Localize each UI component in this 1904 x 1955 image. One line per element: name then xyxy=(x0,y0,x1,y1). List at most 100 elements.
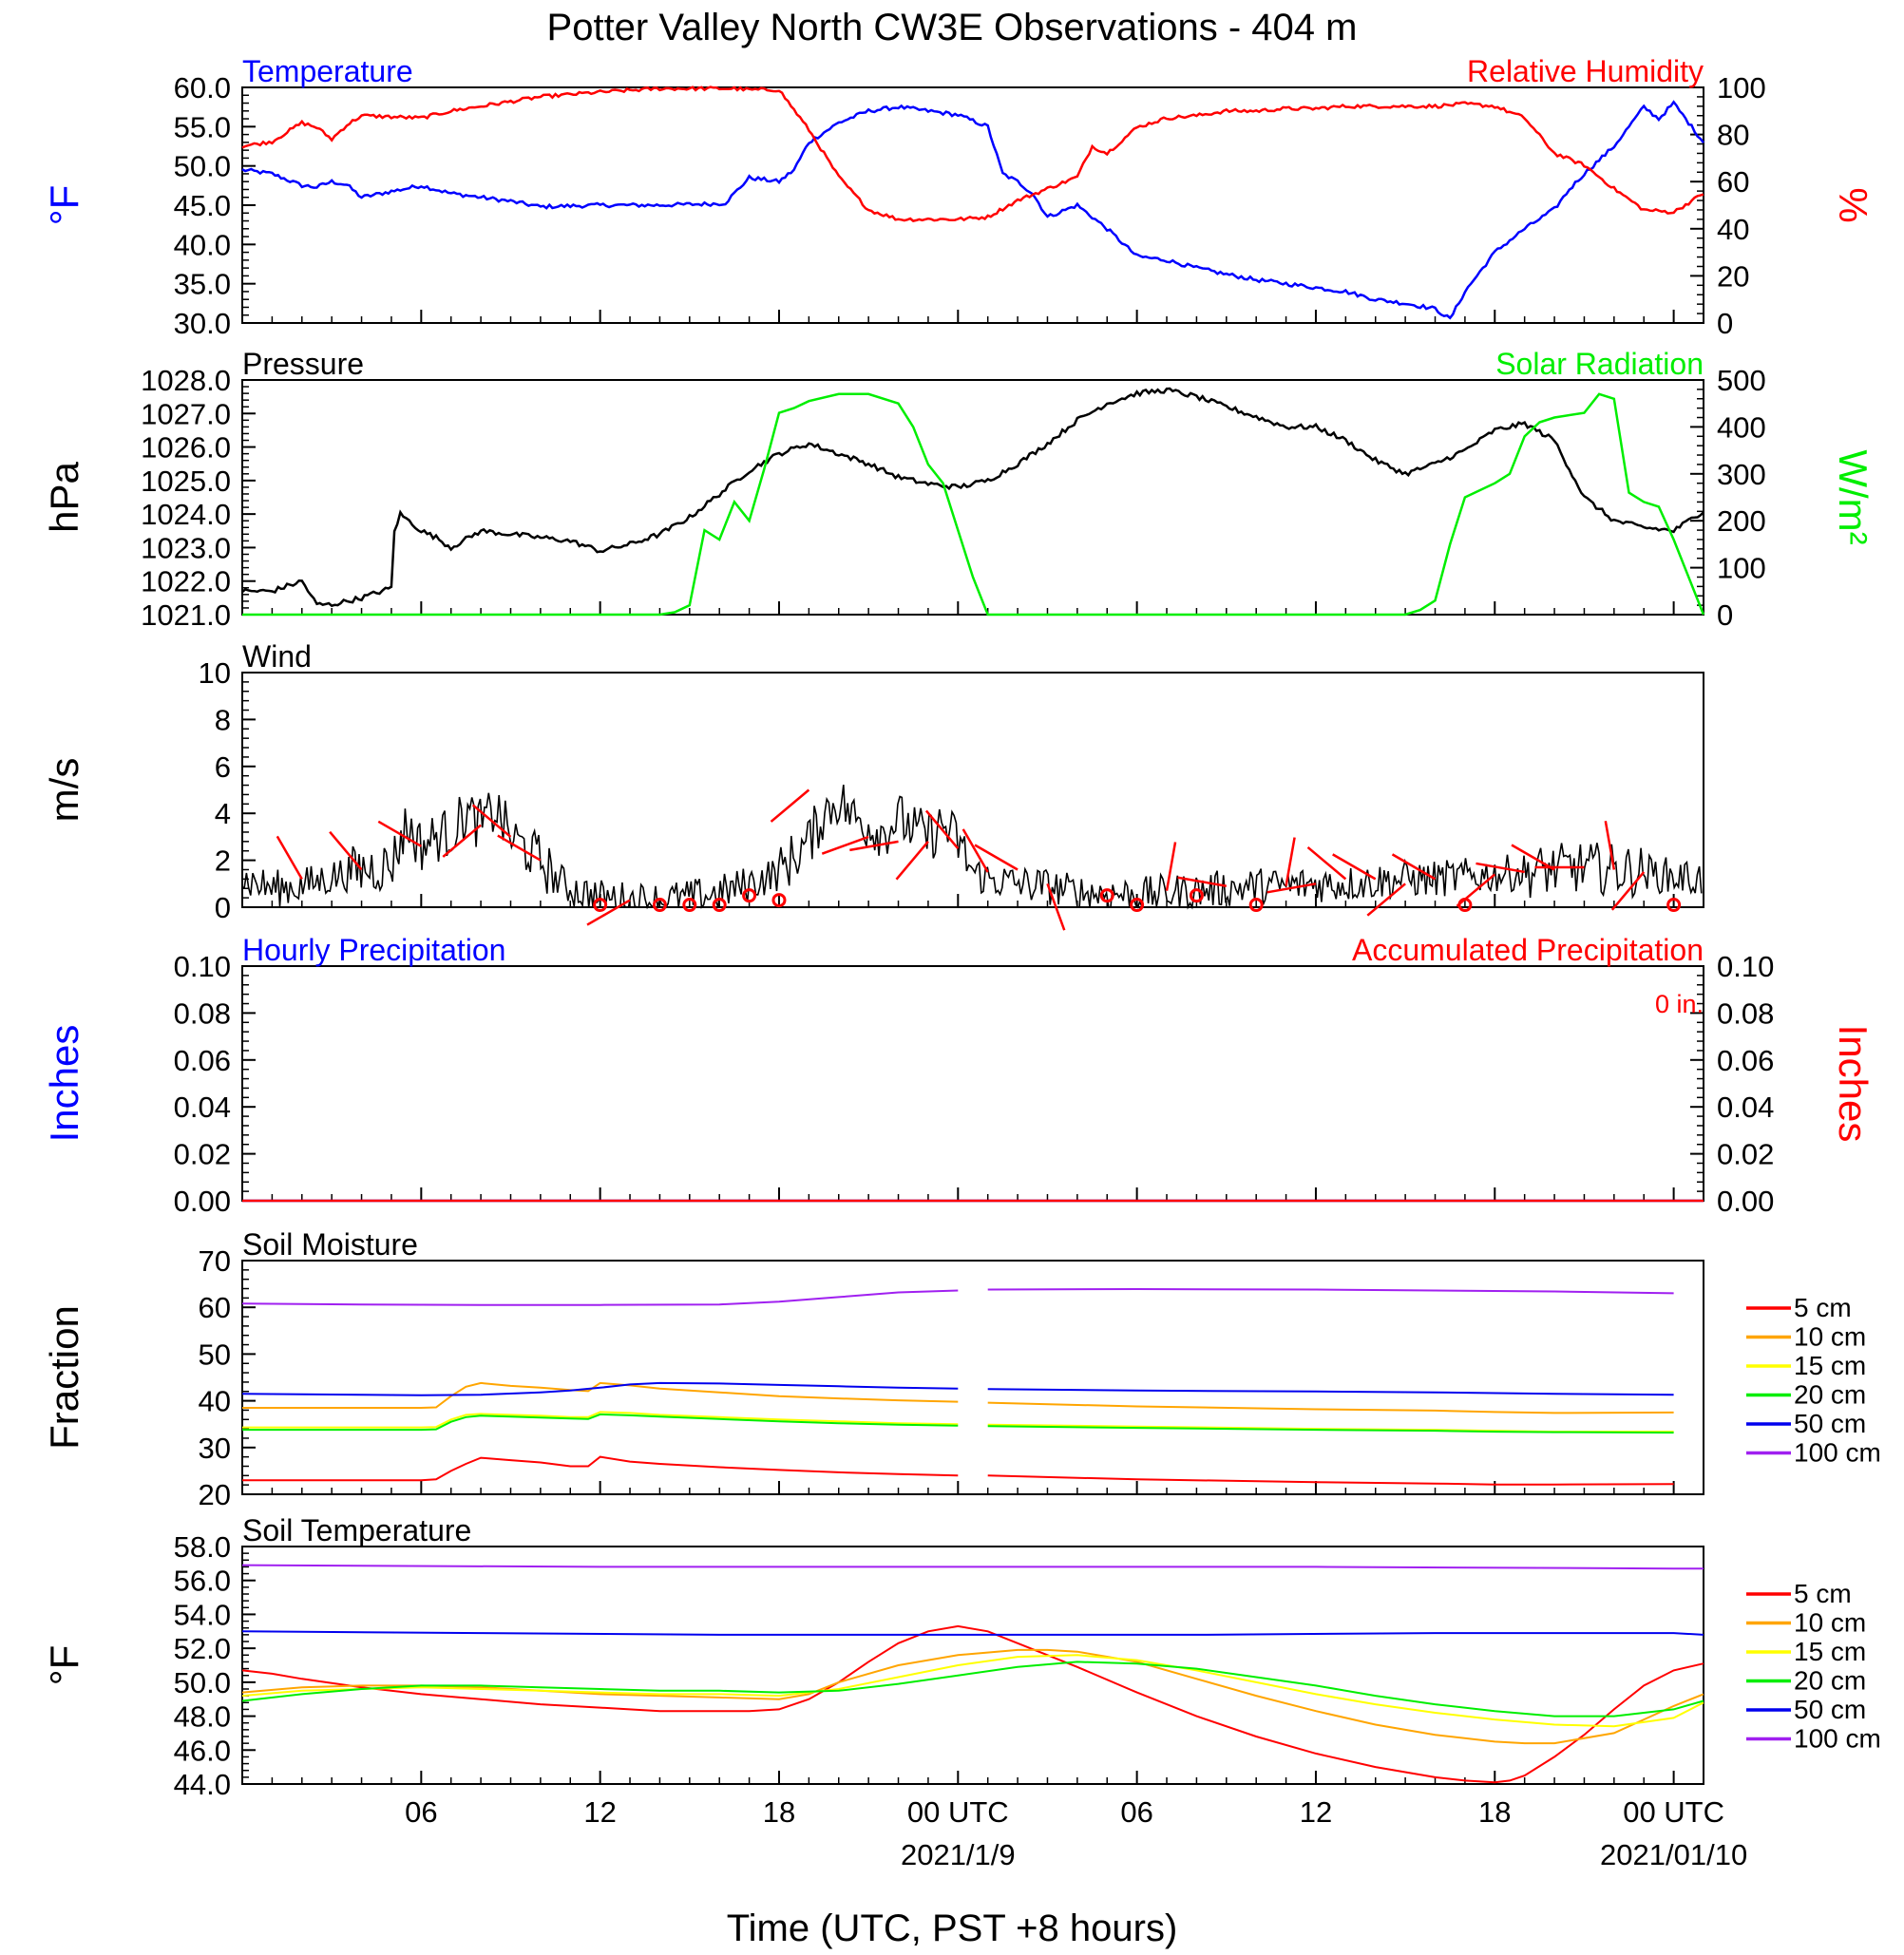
series-sm20 xyxy=(987,1425,1674,1434)
series-sm5 xyxy=(987,1474,1674,1486)
precip-total-annotation: 0 in. xyxy=(1655,990,1704,1018)
y-tick-label: 1023.0 xyxy=(141,531,231,564)
y-tick-label: 56.0 xyxy=(174,1565,231,1598)
y-tick-label: 52.0 xyxy=(174,1632,231,1665)
legend-label: 20 cm xyxy=(1794,1380,1866,1410)
y-tick-label-right: 400 xyxy=(1717,410,1766,444)
x-axis: 06 12 18 00 UTC 2021/1/9 06 12 18 00 UTC 2021/01/… xyxy=(405,1795,1747,1871)
y-tick-label: 1021.0 xyxy=(141,598,231,632)
wind-barb xyxy=(924,809,960,850)
wind-barb xyxy=(974,844,1019,871)
panel-precipitation: 0.00 0.02 0.04 0.06 0.08 0.10 0.00 0.02 0.04 0.06… xyxy=(42,933,1875,1218)
y-tick-label-right: 500 xyxy=(1717,364,1766,397)
y-tick-label-right: 0.10 xyxy=(1717,950,1774,983)
y-tick-label: 1026.0 xyxy=(141,431,231,465)
wind-barb xyxy=(1177,876,1228,888)
wind-barb xyxy=(1610,871,1646,911)
series-st100 xyxy=(241,1564,1704,1570)
panel-soil-temperature: 44.046.048.050.052.054.056.058.0 Soil Tem… xyxy=(42,1513,1881,1801)
y-tick-label: 46.0 xyxy=(174,1734,231,1767)
y-tick-label: 40 xyxy=(199,1385,231,1418)
series-pressure xyxy=(241,387,1704,608)
wind-barb xyxy=(821,835,869,855)
wind-barb-calm xyxy=(1248,898,1264,913)
y-tick-label: 44.0 xyxy=(174,1768,231,1801)
series-sm50 xyxy=(987,1388,1674,1396)
wind-barb-calm xyxy=(1099,888,1114,903)
series-sm5 xyxy=(242,1455,959,1482)
y-tick-label: 1028.0 xyxy=(141,364,231,397)
panel-wind: 0 2 4 6 8 10 Wind m/s xyxy=(42,639,1704,931)
y-tick-label: 70 xyxy=(199,1244,231,1278)
wind-barb xyxy=(497,834,542,862)
panel-label-right: Relative Humidity xyxy=(1467,54,1704,88)
wind-barb xyxy=(471,804,512,838)
y-tick-label: 10 xyxy=(199,656,231,690)
wind-barb-calm xyxy=(682,898,697,913)
chart-title: Potter Valley North CW3E Observations - … xyxy=(547,7,1358,48)
panel-label-left: Wind xyxy=(242,639,312,674)
series-solar xyxy=(242,392,1705,617)
legend-label: 5 cm xyxy=(1794,1293,1852,1322)
series-st20 xyxy=(241,1661,1704,1718)
series-wind xyxy=(241,785,1703,910)
y-tick-label-right: 200 xyxy=(1717,504,1766,538)
y-tick-label-right: 300 xyxy=(1717,458,1766,491)
series-sm10 xyxy=(987,1401,1674,1414)
y-tick-label-right: 60 xyxy=(1717,165,1749,199)
y-tick-label: 4 xyxy=(215,797,231,830)
wind-barb xyxy=(770,788,810,823)
y-axis-label-right: % xyxy=(1831,187,1875,222)
panel-label-left: Soil Moisture xyxy=(242,1227,418,1262)
y-tick-label: 58.0 xyxy=(174,1530,231,1564)
x-tick-label: 06 xyxy=(1120,1795,1152,1829)
wind-barb xyxy=(1285,837,1296,886)
wind-barb xyxy=(1046,883,1066,931)
wind-barb xyxy=(1266,883,1317,894)
y-axis-label-left: Inches xyxy=(42,1025,86,1143)
legend-label: 5 cm xyxy=(1794,1579,1852,1608)
x-tick-label: 00 UTC xyxy=(1623,1795,1724,1829)
panels: 30.035.040.045.050.055.060.0020406080100… xyxy=(42,54,1881,1801)
y-axis-label-left: hPa xyxy=(42,461,86,532)
y-axis-label-right: Inches xyxy=(1831,1025,1875,1143)
x-tick-label: 18 xyxy=(763,1795,795,1829)
legend-label: 10 cm xyxy=(1794,1608,1866,1638)
y-tick-label: 35.0 xyxy=(174,268,231,301)
series-sm100 xyxy=(241,1289,959,1306)
wind-barb xyxy=(329,830,363,871)
legend-label: 50 cm xyxy=(1794,1695,1866,1724)
y-tick-label-right: 0.00 xyxy=(1717,1185,1774,1218)
y-tick-label-right: 0.04 xyxy=(1717,1091,1774,1124)
panel-label-right: Accumulated Precipitation xyxy=(1352,933,1704,967)
wind-barb-calm xyxy=(1666,898,1682,913)
legend-label: 15 cm xyxy=(1794,1637,1866,1666)
y-tick-label: 0.08 xyxy=(174,996,231,1030)
wind-barb xyxy=(1366,883,1406,917)
y-tick-label: 40.0 xyxy=(174,228,231,261)
y-tick-label: 0.04 xyxy=(174,1091,231,1124)
legend-label: 15 cm xyxy=(1794,1351,1866,1380)
y-tick-label-right: 0.08 xyxy=(1717,996,1774,1030)
y-axis-label-left: °F xyxy=(42,1645,86,1685)
wind-barb xyxy=(1456,873,1496,907)
y-tick-label: 0.06 xyxy=(174,1044,231,1077)
y-tick-label: 1027.0 xyxy=(141,397,231,430)
x-axis-label: Time (UTC, PST +8 hours) xyxy=(727,1908,1178,1949)
panel-label-left: Soil Temperature xyxy=(242,1513,471,1547)
series-sm20 xyxy=(242,1413,959,1432)
wind-barb xyxy=(1604,821,1616,870)
y-tick-label: 1022.0 xyxy=(141,565,231,598)
y-tick-label-right: 0.02 xyxy=(1717,1138,1774,1171)
series-sm15 xyxy=(242,1411,959,1429)
y-tick-label: 20 xyxy=(199,1478,231,1511)
wind-barb xyxy=(586,899,631,926)
y-tick-label: 1024.0 xyxy=(141,498,231,531)
y-tick-label: 0.10 xyxy=(174,950,231,983)
y-tick-label: 50 xyxy=(199,1338,231,1371)
y-tick-label-right: 40 xyxy=(1717,213,1749,246)
wind-barb xyxy=(1511,844,1555,871)
panel-temperature-humidity: 30.0 35.0 40.0 45.0 50.0 55.0 60.0 0 20 40 60 80 100… xyxy=(42,54,1875,340)
wind-barb-calm xyxy=(1189,888,1204,903)
